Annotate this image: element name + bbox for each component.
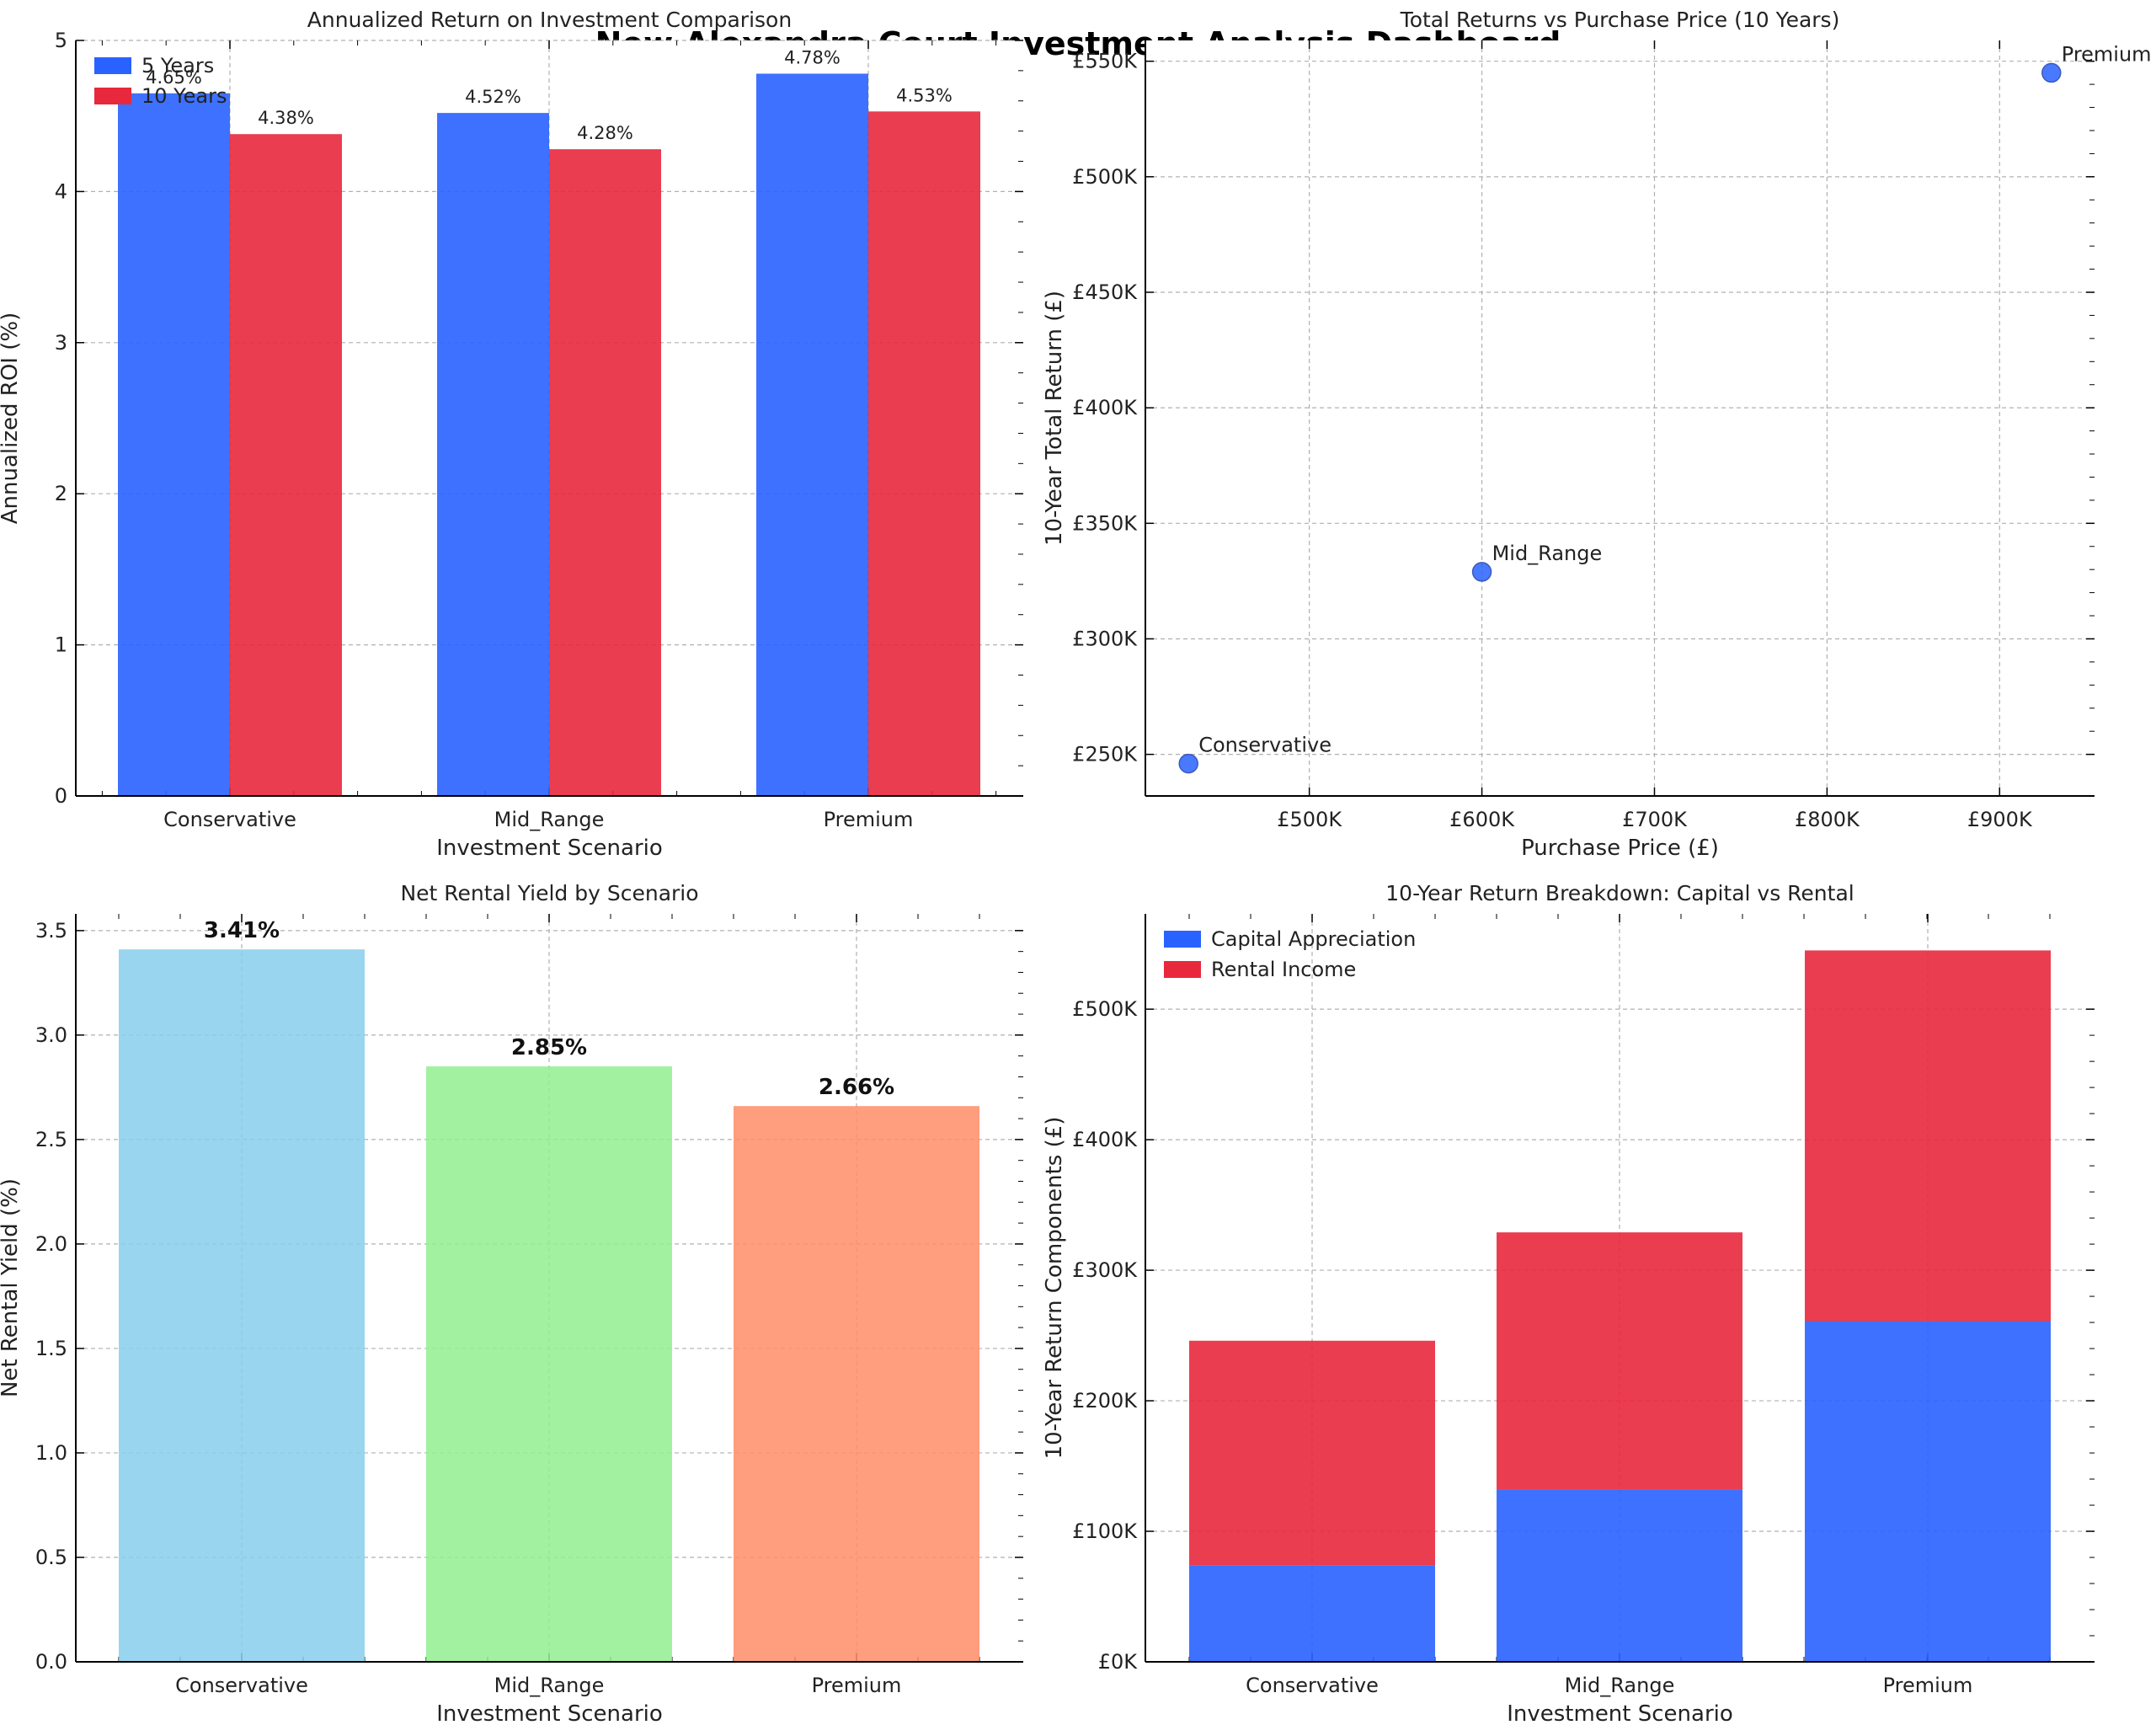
data-label: 2.85% bbox=[511, 1035, 587, 1060]
y-tick-label: £300K bbox=[1072, 1258, 1138, 1282]
bar-segment bbox=[1189, 1565, 1435, 1662]
bar bbox=[734, 1106, 979, 1662]
data-label: 3.41% bbox=[204, 918, 280, 943]
bar-segment bbox=[1805, 1321, 2051, 1662]
y-tick-label: £350K bbox=[1072, 511, 1138, 535]
x-tick-label: Premium bbox=[812, 1674, 902, 1697]
bar-segment bbox=[1189, 1340, 1435, 1566]
bar bbox=[756, 73, 868, 796]
return-breakdown-chart: 10-Year Return Breakdown: Capital vs Ren… bbox=[1042, 881, 2095, 1725]
y-tick-label: 2.5 bbox=[35, 1128, 67, 1151]
rental-yield-chart: Net Rental Yield by Scenario Investment S… bbox=[0, 881, 1023, 1725]
bar-segment bbox=[1497, 1489, 1742, 1662]
y-tick-label: £500K bbox=[1072, 997, 1138, 1021]
y-tick-label: 4 bbox=[55, 179, 67, 203]
legend-label: 5 Years bbox=[141, 54, 214, 77]
chart-title: Annualized Return on Investment Comparis… bbox=[307, 8, 792, 32]
legend-swatch bbox=[1164, 961, 1201, 978]
data-label: 2.66% bbox=[819, 1075, 894, 1100]
bar bbox=[437, 113, 549, 796]
legend-swatch bbox=[1164, 931, 1201, 948]
x-axis-label: Purchase Price (£) bbox=[1521, 836, 1719, 861]
data-label: 4.65% bbox=[146, 67, 202, 88]
bar bbox=[426, 1066, 672, 1662]
y-tick-label: £450K bbox=[1072, 280, 1138, 304]
returns-vs-price-chart: Total Returns vs Purchase Price (10 Year… bbox=[1042, 8, 2152, 861]
y-tick-label: £200K bbox=[1072, 1389, 1138, 1413]
x-axis-label: Investment Scenario bbox=[436, 1701, 663, 1725]
y-tick-label: 3.0 bbox=[35, 1023, 67, 1047]
x-tick-label: £700K bbox=[1622, 808, 1688, 831]
x-tick-label: Premium bbox=[1883, 1674, 1973, 1697]
bar bbox=[230, 134, 342, 796]
y-tick-label: 3 bbox=[55, 331, 67, 355]
y-tick-label: 5 bbox=[55, 29, 67, 52]
y-tick-label: 1 bbox=[55, 633, 67, 657]
chart-title: Total Returns vs Purchase Price (10 Year… bbox=[1400, 8, 1840, 32]
x-tick-label: £500K bbox=[1277, 808, 1342, 831]
y-axis-label: 10-Year Total Return (£) bbox=[1042, 291, 1067, 546]
y-axis-label: Annualized ROI (%) bbox=[0, 312, 23, 524]
scatter-point bbox=[1178, 753, 1198, 774]
plot-area bbox=[1145, 40, 2095, 796]
y-axis-label: Net Rental Yield (%) bbox=[0, 1178, 23, 1397]
data-label: 4.28% bbox=[577, 123, 633, 143]
y-tick-label: 0.5 bbox=[35, 1546, 67, 1569]
point-label: Premium bbox=[2062, 42, 2152, 66]
scatter-point bbox=[1471, 562, 1492, 582]
x-tick-label: £900K bbox=[1967, 808, 2033, 831]
bar-segment bbox=[1497, 1232, 1742, 1490]
chart-title: 10-Year Return Breakdown: Capital vs Ren… bbox=[1385, 881, 1854, 905]
bar bbox=[549, 149, 661, 797]
x-tick-label: £600K bbox=[1449, 808, 1515, 831]
x-tick-label: £800K bbox=[1795, 808, 1860, 831]
y-tick-label: £550K bbox=[1072, 50, 1138, 73]
y-tick-label: 2.0 bbox=[35, 1232, 67, 1256]
legend-label: Capital Appreciation bbox=[1211, 927, 1416, 951]
point-label: Mid_Range bbox=[1492, 542, 1603, 565]
bar-segment bbox=[1805, 950, 2051, 1322]
chart-title: Net Rental Yield by Scenario bbox=[400, 881, 698, 905]
y-tick-label: 1.0 bbox=[35, 1441, 67, 1465]
data-label: 4.78% bbox=[784, 47, 841, 67]
y-tick-label: £100K bbox=[1072, 1519, 1138, 1543]
data-label: 4.53% bbox=[896, 85, 953, 105]
y-tick-label: 1.5 bbox=[35, 1337, 67, 1360]
scatter-point bbox=[2041, 62, 2062, 83]
legend-swatch bbox=[94, 57, 131, 74]
x-tick-label: Mid_Range bbox=[494, 808, 605, 831]
y-axis-label: 10-Year Return Components (£) bbox=[1042, 1117, 1067, 1460]
point-label: Conservative bbox=[1198, 734, 1331, 757]
x-tick-label: Mid_Range bbox=[1565, 1674, 1675, 1697]
y-tick-label: 3.5 bbox=[35, 919, 67, 943]
x-tick-label: Premium bbox=[824, 808, 914, 831]
y-tick-label: £0K bbox=[1098, 1650, 1139, 1674]
roi-comparison-chart: Annualized Return on Investment Comparis… bbox=[0, 8, 1023, 861]
y-tick-label: 0.0 bbox=[35, 1650, 67, 1674]
x-tick-label: Conservative bbox=[175, 1674, 308, 1697]
bar bbox=[118, 93, 230, 797]
y-tick-label: £400K bbox=[1072, 396, 1138, 419]
y-tick-label: 2 bbox=[55, 482, 67, 505]
y-tick-label: £300K bbox=[1072, 627, 1138, 650]
legend-label: 10 Years bbox=[141, 84, 227, 108]
x-tick-label: Conservative bbox=[163, 808, 296, 831]
y-tick-label: £400K bbox=[1072, 1128, 1138, 1151]
y-tick-label: £250K bbox=[1072, 743, 1138, 766]
x-axis-label: Investment Scenario bbox=[436, 836, 663, 861]
data-label: 4.38% bbox=[258, 108, 314, 128]
legend-swatch bbox=[94, 88, 131, 104]
y-tick-label: £500K bbox=[1072, 165, 1138, 189]
x-tick-label: Conservative bbox=[1246, 1674, 1379, 1697]
legend-label: Rental Income bbox=[1211, 958, 1356, 981]
bar bbox=[868, 111, 980, 796]
y-tick-label: 0 bbox=[55, 784, 67, 808]
x-tick-label: Mid_Range bbox=[494, 1674, 605, 1697]
data-label: 4.52% bbox=[465, 87, 521, 107]
bar bbox=[119, 949, 365, 1662]
x-axis-label: Investment Scenario bbox=[1507, 1701, 1733, 1725]
